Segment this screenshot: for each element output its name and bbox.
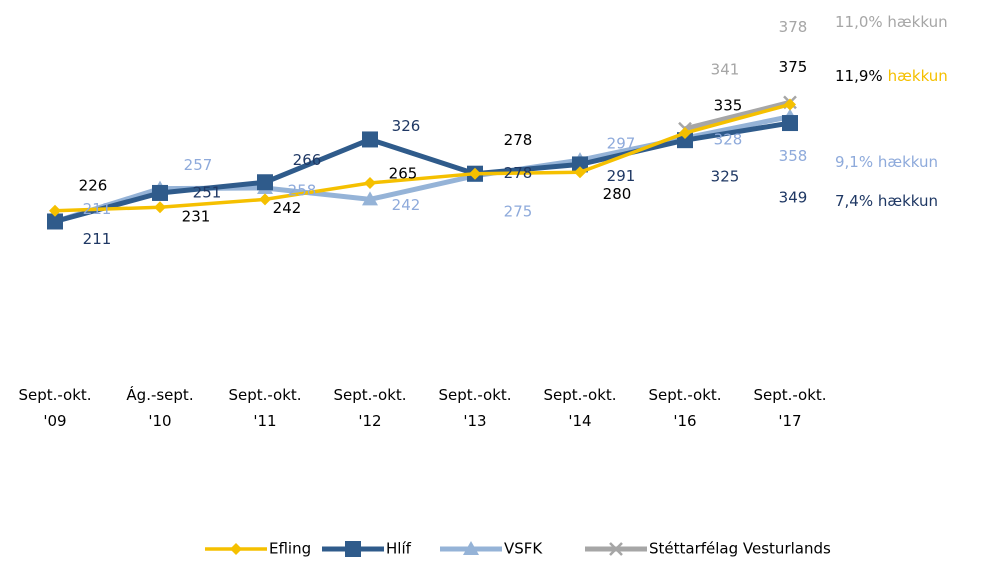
annotation-part: 9,1% hækkun — [835, 153, 938, 171]
data-label: 242 — [392, 196, 421, 214]
legend-label: Efling — [269, 540, 311, 558]
series-markers — [49, 98, 796, 217]
data-label: 358 — [779, 147, 808, 165]
x-tick-label: Sept.-okt. '12 — [333, 386, 406, 430]
data-label: 335 — [714, 97, 743, 115]
x-tick-line: '17 — [778, 412, 801, 430]
x-tick-line: Sept.-okt. — [438, 386, 511, 404]
data-label: 297 — [607, 135, 636, 153]
x-tick-label: Sept.-okt. '11 — [228, 386, 301, 430]
data-label: 375 — [779, 58, 808, 76]
marker — [679, 127, 691, 140]
legend-label: VSFK — [504, 540, 543, 558]
data-label: 325 — [711, 168, 740, 186]
x-tick-label: Sept.-okt. '14 — [543, 386, 616, 430]
annotation: 7,4% hækkun — [835, 192, 938, 210]
annotation: 9,1% hækkun — [835, 153, 938, 171]
marker — [152, 184, 168, 201]
annotation-part: 11,0% hækkun — [835, 13, 948, 31]
x-tick-line: Sept.-okt. — [753, 386, 826, 404]
annotation-part: hækkun — [888, 67, 948, 85]
series-line — [54, 102, 791, 213]
data-label: 231 — [182, 208, 211, 226]
data-label: 278 — [504, 164, 533, 182]
data-label: 278 — [504, 131, 533, 149]
x-tick-label: Ág.-sept. '10 — [126, 385, 193, 430]
x-tick-line: '10 — [148, 412, 171, 430]
marker — [259, 193, 271, 206]
data-label: 328 — [714, 131, 743, 149]
x-tick-line: Sept.-okt. — [228, 386, 301, 404]
data-label: 211 — [83, 230, 112, 248]
x-tick-label: Sept.-okt. '17 — [753, 386, 826, 430]
data-label: 226 — [79, 176, 108, 194]
data-label: 266 — [293, 151, 322, 169]
marker — [362, 191, 378, 206]
data-label: 258 — [288, 181, 317, 199]
series-line — [684, 99, 791, 132]
marker — [782, 115, 798, 132]
legend-label: Hlíf — [386, 540, 412, 558]
data-label: 326 — [392, 117, 421, 135]
data-label: 349 — [779, 189, 808, 207]
x-tick-line: '09 — [43, 412, 66, 430]
series-line — [54, 120, 791, 224]
marker — [574, 166, 586, 179]
x-tick-label: Sept.-okt. '16 — [648, 386, 721, 430]
marker — [609, 542, 623, 556]
legend-marker — [463, 541, 479, 555]
data-label: 275 — [504, 202, 533, 220]
x-tick-line: Ág.-sept. — [126, 385, 193, 404]
marker — [230, 543, 242, 555]
marker — [257, 174, 273, 191]
legend-marker — [609, 542, 623, 556]
marker — [364, 176, 376, 189]
annotation: 11,9% hækkun — [835, 67, 948, 85]
marker — [784, 98, 796, 111]
data-label: 242 — [273, 199, 302, 217]
legend-marker — [230, 543, 242, 555]
x-tick-line: Sept.-okt. — [648, 386, 721, 404]
x-tick-line: Sept.-okt. — [18, 386, 91, 404]
data-label: 251 — [193, 183, 222, 201]
x-tick-line: '12 — [358, 412, 381, 430]
marker — [345, 541, 361, 557]
legend-label: Stéttarfélag Vesturlands — [649, 540, 831, 558]
x-tick-line: Sept.-okt. — [333, 386, 406, 404]
data-label: 280 — [603, 185, 632, 203]
data-label: 211 — [83, 200, 112, 218]
marker — [47, 213, 63, 230]
data-label: 378 — [779, 18, 808, 36]
annotation-part: 7,4% hækkun — [835, 192, 938, 210]
marker — [463, 541, 479, 555]
x-tick-label: Sept.-okt. '13 — [438, 386, 511, 430]
marker — [572, 156, 588, 173]
legend-marker — [345, 541, 361, 557]
x-tick-label: Sept.-okt. '09 — [18, 386, 91, 430]
marker — [154, 201, 166, 214]
data-label: 257 — [184, 156, 213, 174]
marker — [49, 204, 61, 217]
annotation-part: 11,9% — [835, 67, 883, 85]
x-tick-line: Sept.-okt. — [543, 386, 616, 404]
marker — [469, 167, 481, 180]
x-tick-line: '14 — [568, 412, 591, 430]
x-tick-line: '13 — [463, 412, 486, 430]
marker — [362, 131, 378, 148]
x-tick-line: '16 — [673, 412, 696, 430]
data-label: 291 — [607, 167, 636, 185]
data-label: 265 — [389, 164, 418, 182]
x-tick-line: '11 — [253, 412, 276, 430]
data-label: 341 — [711, 60, 740, 78]
annotation: 11,0% hækkun — [835, 13, 948, 31]
